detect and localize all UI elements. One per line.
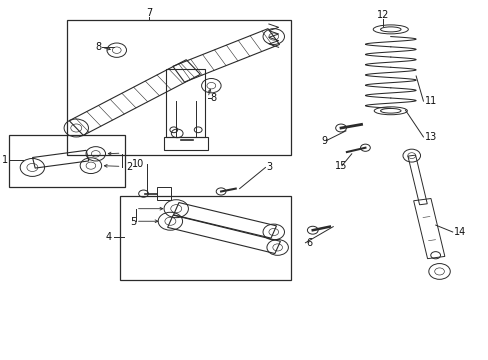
Bar (157, 187, 171, 200)
Bar (9, 135, 125, 187)
Text: 13: 13 (424, 132, 436, 142)
Bar (120, 196, 290, 280)
Text: 8: 8 (96, 42, 102, 52)
Text: 6: 6 (306, 238, 312, 248)
Text: 14: 14 (453, 227, 466, 237)
Text: 4: 4 (105, 232, 112, 242)
Bar (163, 137, 207, 149)
Text: 15: 15 (334, 161, 346, 171)
Text: 2: 2 (126, 162, 132, 172)
Text: 9: 9 (321, 136, 327, 145)
Text: 10: 10 (132, 159, 144, 169)
Text: 7: 7 (146, 8, 152, 18)
Text: 5: 5 (130, 217, 136, 227)
Text: 3: 3 (266, 162, 272, 172)
Text: 8: 8 (210, 93, 216, 103)
Text: 12: 12 (377, 10, 389, 20)
Bar (166, 69, 205, 137)
Text: 1: 1 (1, 155, 8, 165)
Text: 11: 11 (424, 96, 436, 106)
Bar (66, 21, 290, 155)
